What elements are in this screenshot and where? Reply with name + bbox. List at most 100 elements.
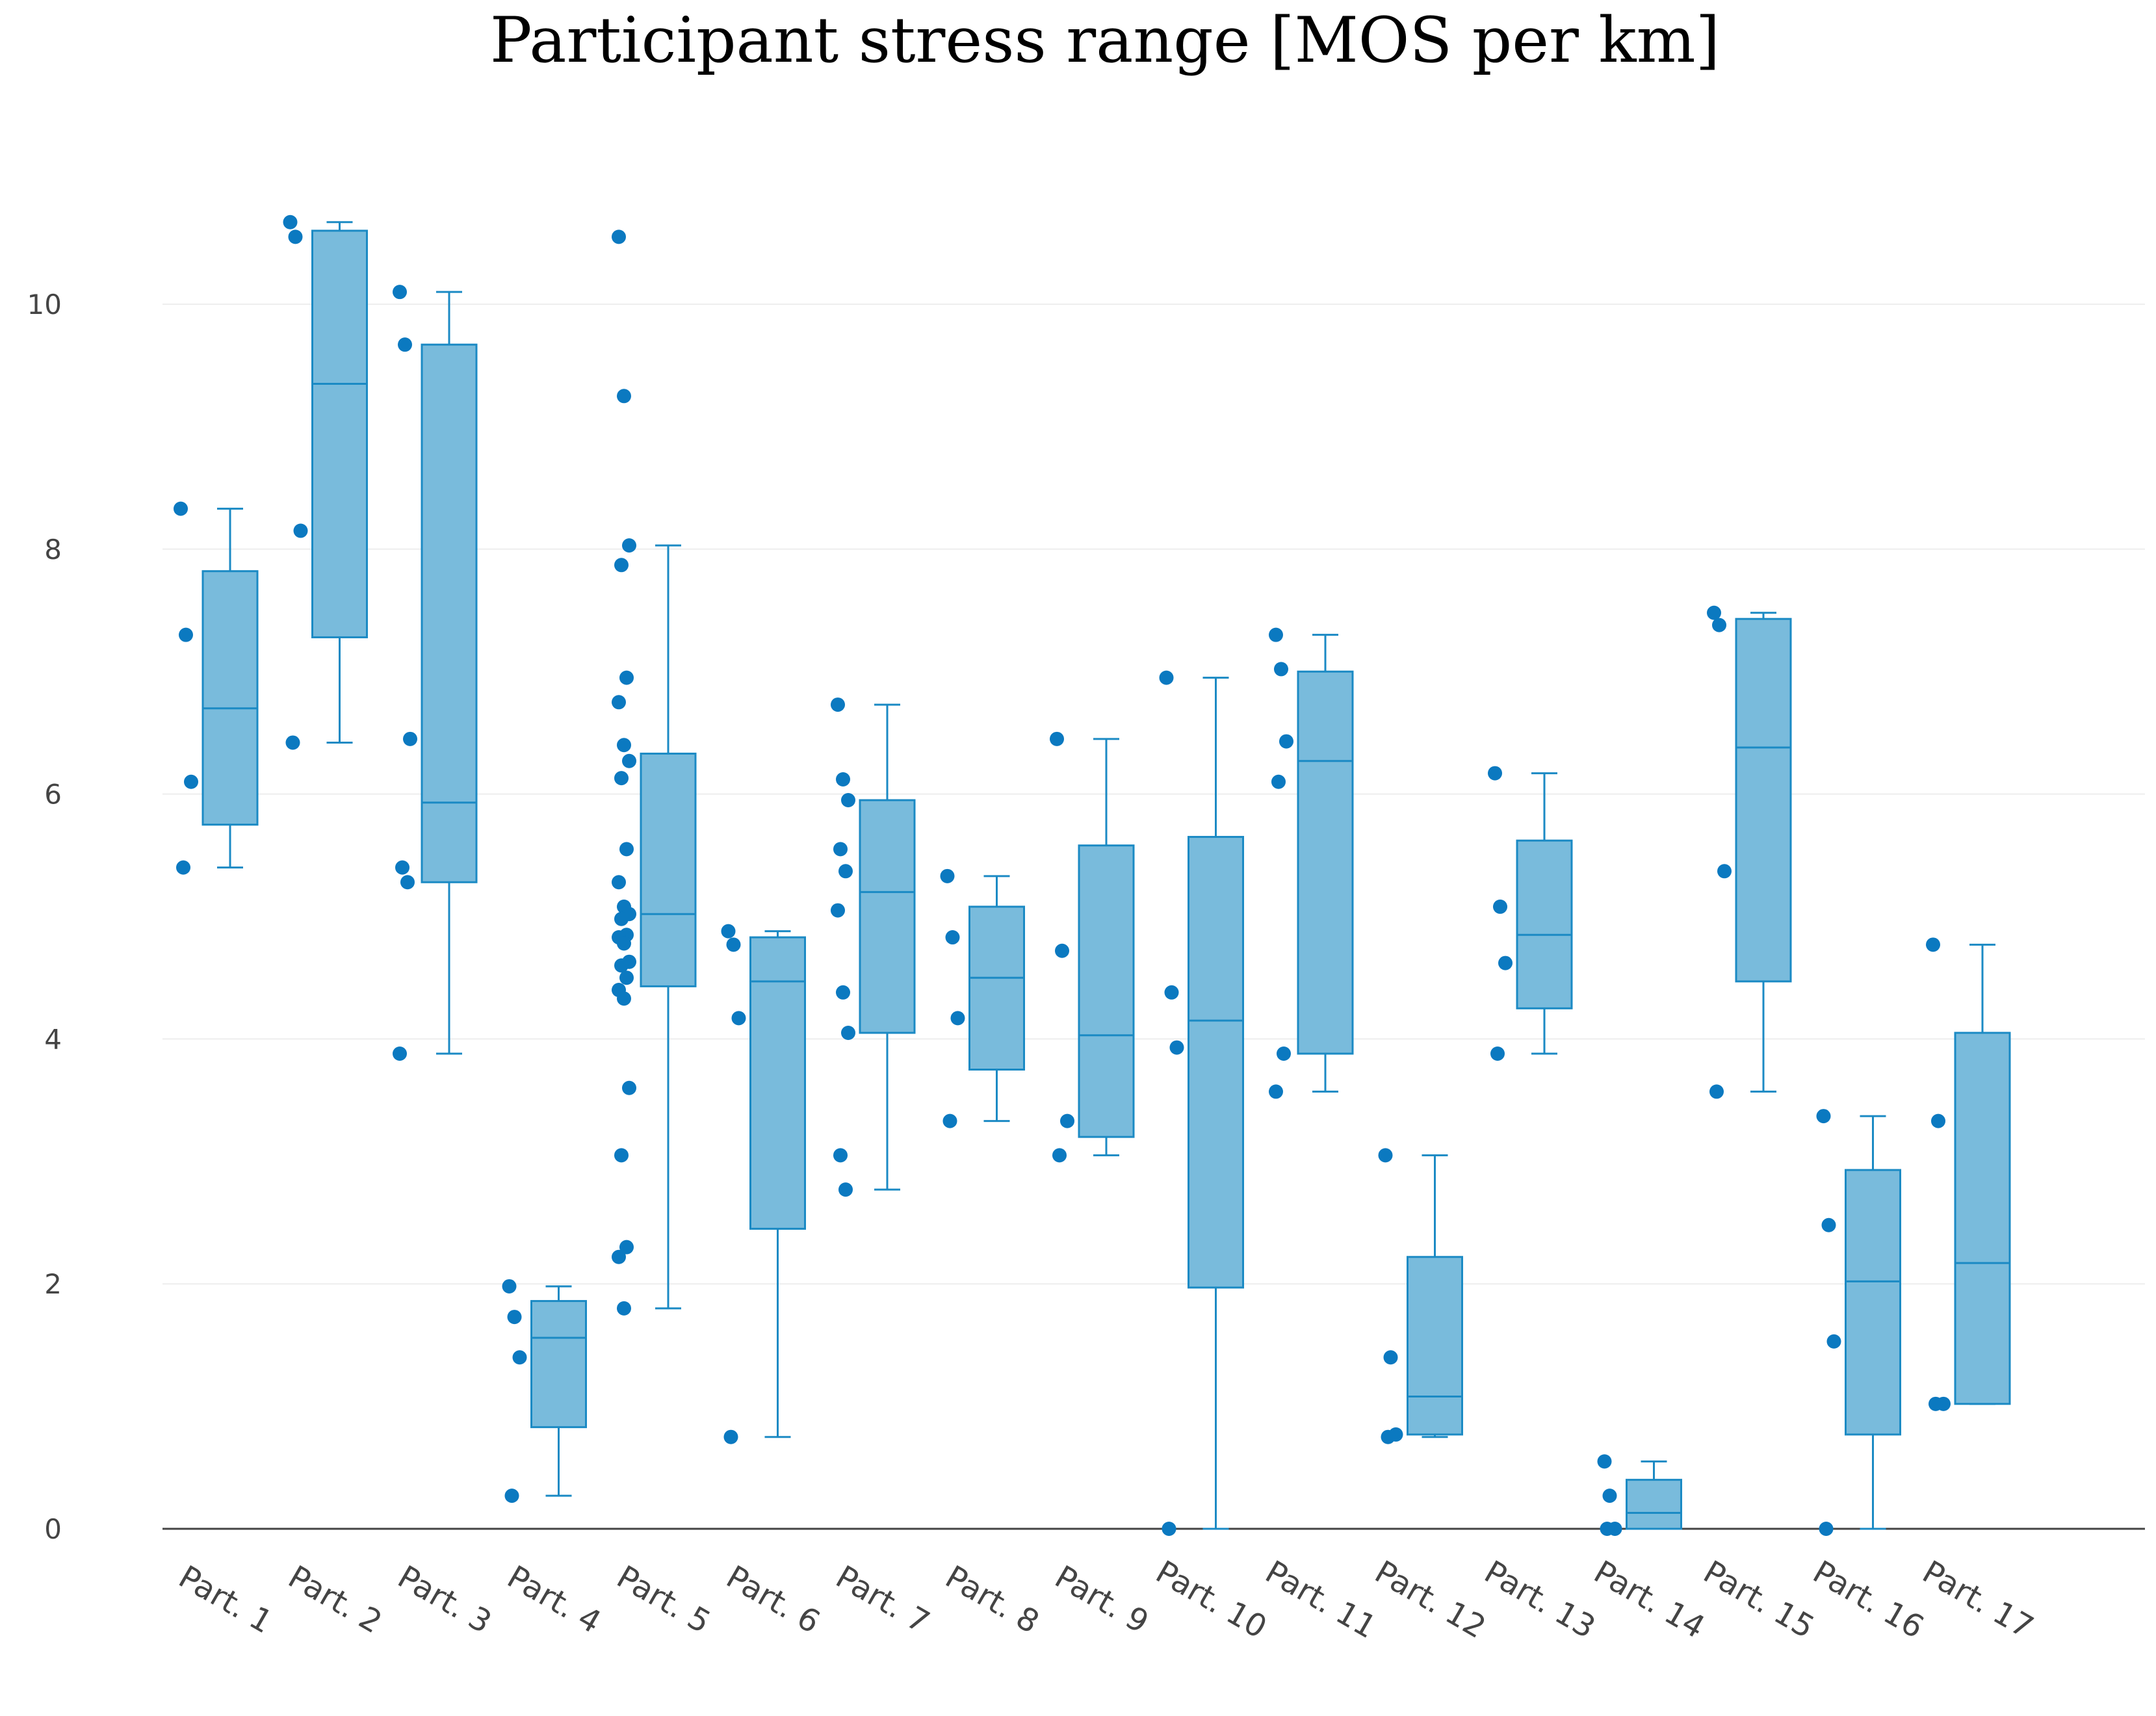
y-tick-label: 0 [44,1513,62,1545]
data-point [1493,899,1507,914]
data-point [942,1113,957,1128]
points-4 [502,1279,527,1503]
data-point [1926,937,1940,952]
data-point [838,1182,853,1197]
x-tick-label: Part. 12 [1369,1554,1492,1646]
data-point [1597,1454,1612,1469]
data-point [1269,627,1283,642]
y-tick-label: 6 [44,779,62,811]
data-point [1490,1046,1505,1061]
x-tick-label: Part. 4 [501,1559,607,1641]
data-point [841,793,855,808]
data-point [614,771,629,786]
y-tick-label: 8 [44,534,62,566]
box-iqr [201,570,259,826]
data-point [841,1025,855,1040]
data-point [502,1279,517,1294]
box-iqr [1735,618,1792,983]
data-point [619,1240,634,1254]
data-point [726,937,741,952]
data-point [176,860,190,875]
box-iqr [311,229,368,638]
data-point [1055,943,1069,958]
data-point [617,991,631,1006]
data-point [1050,731,1064,746]
data-point [614,958,629,973]
data-point [1060,1113,1074,1128]
data-point [614,911,629,926]
data-point [617,389,631,404]
data-point [395,860,409,875]
data-point [838,864,853,879]
box-iqr [968,905,1025,1071]
x-tick-label: Part. 11 [1259,1554,1382,1646]
data-point [1931,1113,1945,1128]
data-point [507,1310,522,1325]
data-point [1164,985,1179,1000]
data-point [945,930,960,945]
box-iqr [421,343,478,883]
points-10 [1159,670,1184,1536]
box-1 [201,508,259,869]
box-5 [640,544,697,1310]
data-point [1816,1109,1831,1124]
x-axis-ticks: Part. 1 Part. 2 Part. 3 Part. 4 Part. 5 Part.… [173,1554,2040,1646]
data-point [831,697,845,712]
points-14 [1597,1454,1622,1536]
points-13 [1488,766,1513,1061]
data-point [1169,1040,1184,1055]
x-tick-label: Part. 17 [1916,1554,2039,1646]
data-point [1052,1148,1067,1163]
data-point [293,523,308,538]
data-point [721,924,736,939]
data-point [617,1301,631,1316]
box-16 [1845,1115,1901,1530]
box-17 [1954,943,2011,1405]
data-point [1488,766,1502,781]
points-2 [283,214,308,750]
data-point [612,875,626,890]
data-point [833,1148,848,1163]
y-tick-label: 4 [44,1023,62,1055]
box-13 [1516,772,1573,1055]
data-point [723,1429,738,1444]
data-point [283,214,298,229]
data-point [403,731,417,746]
x-tick-label: Part. 8 [939,1559,1045,1641]
box-7 [859,703,916,1191]
data-point [288,229,303,244]
box-iqr [859,799,916,1034]
data-point [1159,670,1174,685]
data-point [174,501,188,516]
x-tick-label: Part. 3 [392,1559,498,1641]
data-point [1717,864,1732,879]
data-point [1709,1084,1724,1099]
data-point [179,627,193,642]
data-point [612,695,626,710]
box-3 [421,291,478,1055]
x-tick-label: Part. 7 [830,1559,936,1641]
data-point [184,774,198,789]
data-point [836,985,850,1000]
data-point [950,1011,965,1026]
box-11 [1297,634,1354,1093]
data-point [1378,1148,1393,1163]
points-17 [1926,937,1951,1411]
box-2 [311,221,368,744]
box-4 [530,1285,587,1497]
data-point [1279,734,1293,749]
data-point [619,842,634,857]
box-iqr [1297,670,1354,1055]
data-point [833,842,848,857]
box-14 [1626,1460,1682,1530]
box-iqr [1188,836,1244,1289]
x-tick-label: Part. 1 [173,1559,279,1641]
data-point [512,1350,527,1365]
x-tick-label: Part. 6 [720,1559,826,1641]
data-point [1821,1217,1836,1232]
data-point [619,970,634,985]
chart-title: Participant stress range [MOS per km] [490,4,1720,77]
box-9 [1078,738,1135,1156]
data-point [393,1046,407,1061]
data-points [174,214,1951,1536]
